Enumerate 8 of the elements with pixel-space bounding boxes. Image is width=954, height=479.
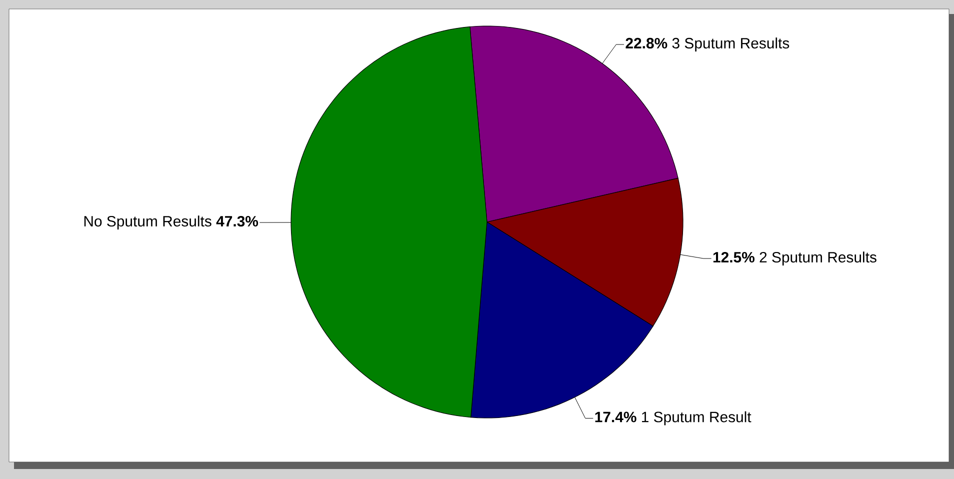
data-label: 12.5% — [713, 252, 754, 263]
data-label: 17.4% — [595, 412, 636, 422]
slice-label: 2 Sputum Results — [760, 252, 876, 266]
slice-label: No Sputum Results — [84, 216, 212, 230]
slice-label: 1 Sputum Result — [642, 411, 752, 426]
data-label: 22.8% — [626, 38, 668, 48]
slice-label: 3 Sputum Results — [672, 38, 790, 52]
data-label: 47.3% — [216, 216, 258, 227]
